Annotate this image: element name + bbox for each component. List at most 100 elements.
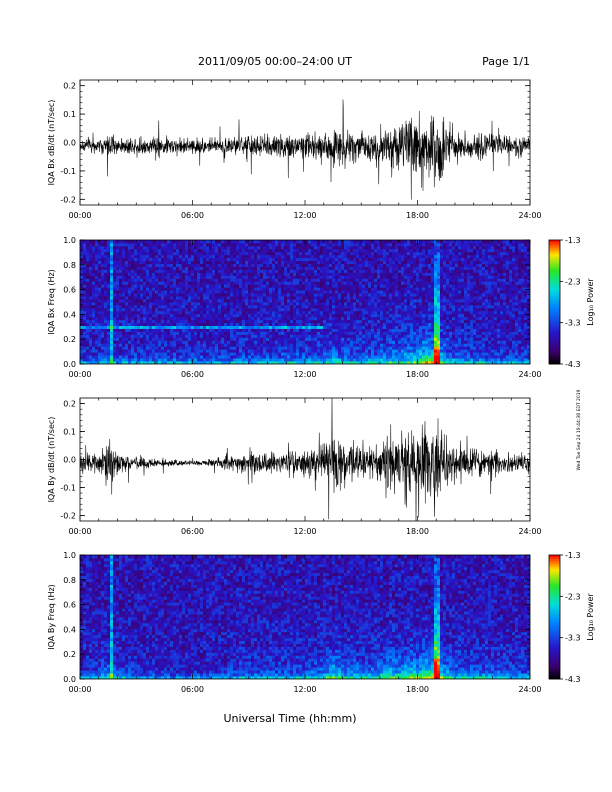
spectrogram-cell [92,307,96,312]
spectrogram-cell [101,240,105,244]
spectrogram-cell [158,304,162,309]
spectrogram-cell [368,251,372,256]
spectrogram-cell [83,284,87,288]
spectrogram-cell [158,334,162,338]
spectrogram-cell [245,281,249,285]
spectrogram-cell [335,257,339,262]
spectrogram-cell [356,343,360,347]
spectrogram-cell [362,331,366,335]
spectrogram-cell [278,245,282,250]
spectrogram-cell [254,331,258,335]
spectrogram-cell [179,346,183,350]
spectrogram-cell [221,248,225,253]
spectrogram-cell [359,337,363,341]
spectrogram-cell [341,248,345,253]
spectrogram-cell [398,281,402,285]
spectrogram-cell [383,302,387,306]
spectrogram-cell [206,278,210,282]
spectrogram-cell [107,287,111,291]
spectrogram-cell [143,352,147,356]
spectrogram-cell [377,281,381,285]
spectrogram-cell [326,248,330,253]
spectrogram-cell [383,325,387,329]
spectrogram-cell [308,322,312,327]
spectrogram-cell [251,287,255,291]
spectrogram-cell [107,245,111,250]
spectrogram-cell [167,254,171,259]
spectrogram-cell [215,290,219,294]
spectrogram-cell [212,257,216,262]
spectrogram-cell [275,316,279,321]
spectrogram-cell [290,302,294,306]
spectrogram-cell [320,245,324,250]
spectrogram-cell [131,242,135,247]
spectrogram-cell [278,290,282,294]
spectrogram-cell [167,352,171,356]
spectrogram-cell [320,296,324,300]
spectrogram-cell [419,240,423,244]
spectrogram-cell [359,254,363,259]
spectrogram-cell [386,269,390,273]
spectrogram-cell [101,361,105,364]
spectrogram-cell [425,307,429,312]
spectrogram-cell [260,260,264,265]
spectrogram-cell [89,299,93,303]
spectrogram-cell [284,361,288,364]
spectrogram-cell [140,337,144,341]
spectrogram-cell [101,304,105,309]
spectrogram-cell [98,242,102,247]
spectrogram-cell [107,281,111,285]
spectrogram-cell [161,319,165,324]
spectrogram-cell [107,257,111,262]
y-tick-label: -0.2 [60,195,76,204]
spectrogram-cell [86,313,90,318]
spectrogram-cell [308,310,312,315]
spectrogram-cell [422,325,426,329]
spectrogram-cell [248,260,252,265]
spectrogram-cell [212,293,216,297]
spectrogram-cell [191,325,195,329]
spectrogram-cell [422,352,426,356]
spectrogram-cell [119,281,123,285]
spectrogram-cell [170,322,174,327]
spectrogram-cell [305,266,309,270]
spectrogram-cell [305,242,309,247]
spectrogram-cell [350,334,354,338]
spectrogram-cell [245,260,249,265]
spectrogram-cell [299,287,303,291]
spectrogram-cell [350,361,354,364]
spectrogram-cell [209,334,213,338]
spectrogram-cell [200,337,204,341]
spectrogram-cell [104,263,108,267]
spectrogram-cell [137,287,141,291]
spectrogram-cell [272,319,276,324]
spectrogram-cell [257,346,261,350]
spectrogram-cell [149,240,153,244]
spectrogram-cell [134,299,138,303]
spectrogram-cell [428,361,432,364]
spectrogram-cell [347,331,351,335]
spectrogram-cell [140,290,144,294]
spectrogram-cell [98,310,102,315]
spectrogram-cell [314,296,318,300]
spectrogram-cell [134,263,138,267]
spectrogram-cell [305,245,309,250]
spectrogram-cell [167,304,171,309]
spectrogram-cell [143,296,147,300]
spectrogram-cell [338,302,342,306]
spectrogram-cell [338,251,342,256]
figure-title: 2011/09/05 00:00–24:00 UT [198,55,352,68]
spectrogram-cell [392,346,396,350]
spectrogram-cell [104,278,108,282]
spectrogram-cell [320,284,324,288]
spectrogram-cell [317,346,321,350]
spectrogram-cell [212,296,216,300]
spectrogram-cell [290,352,294,356]
spectrogram-cell [191,346,195,350]
spectrogram-cell [176,361,180,364]
spectrogram-cell [146,316,150,321]
spectrogram-cell [206,299,210,303]
spectrogram-cell [320,281,324,285]
spectrogram-cell [356,284,360,288]
spectrogram-cell [251,349,255,353]
